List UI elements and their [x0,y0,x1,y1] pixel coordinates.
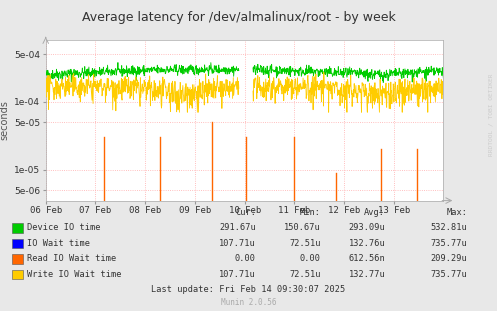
Text: 0.00: 0.00 [235,254,256,263]
Text: Min:: Min: [300,208,321,216]
Text: 107.71u: 107.71u [219,270,256,279]
Text: 72.51u: 72.51u [289,239,321,248]
Text: 0.00: 0.00 [300,254,321,263]
Text: 132.76u: 132.76u [348,239,385,248]
Text: Max:: Max: [446,208,467,216]
Text: 150.67u: 150.67u [284,223,321,232]
Text: 72.51u: 72.51u [289,270,321,279]
Text: 107.71u: 107.71u [219,239,256,248]
Text: Write IO Wait time: Write IO Wait time [27,270,122,279]
Text: Avg:: Avg: [364,208,385,216]
Text: 612.56n: 612.56n [348,254,385,263]
Text: 735.77u: 735.77u [430,239,467,248]
Text: Read IO Wait time: Read IO Wait time [27,254,117,263]
Text: Device IO time: Device IO time [27,223,101,232]
Text: 532.81u: 532.81u [430,223,467,232]
Text: 735.77u: 735.77u [430,270,467,279]
Text: IO Wait time: IO Wait time [27,239,90,248]
Text: RRDTOOL / TOBI OETIKER: RRDTOOL / TOBI OETIKER [488,74,493,156]
Text: Average latency for /dev/almalinux/root - by week: Average latency for /dev/almalinux/root … [82,11,396,24]
Text: Cur:: Cur: [235,208,256,216]
Text: 293.09u: 293.09u [348,223,385,232]
Text: Munin 2.0.56: Munin 2.0.56 [221,299,276,307]
Text: 291.67u: 291.67u [219,223,256,232]
Text: Last update: Fri Feb 14 09:30:07 2025: Last update: Fri Feb 14 09:30:07 2025 [152,285,345,294]
Text: 209.29u: 209.29u [430,254,467,263]
Text: 132.77u: 132.77u [348,270,385,279]
Y-axis label: seconds: seconds [0,100,10,141]
